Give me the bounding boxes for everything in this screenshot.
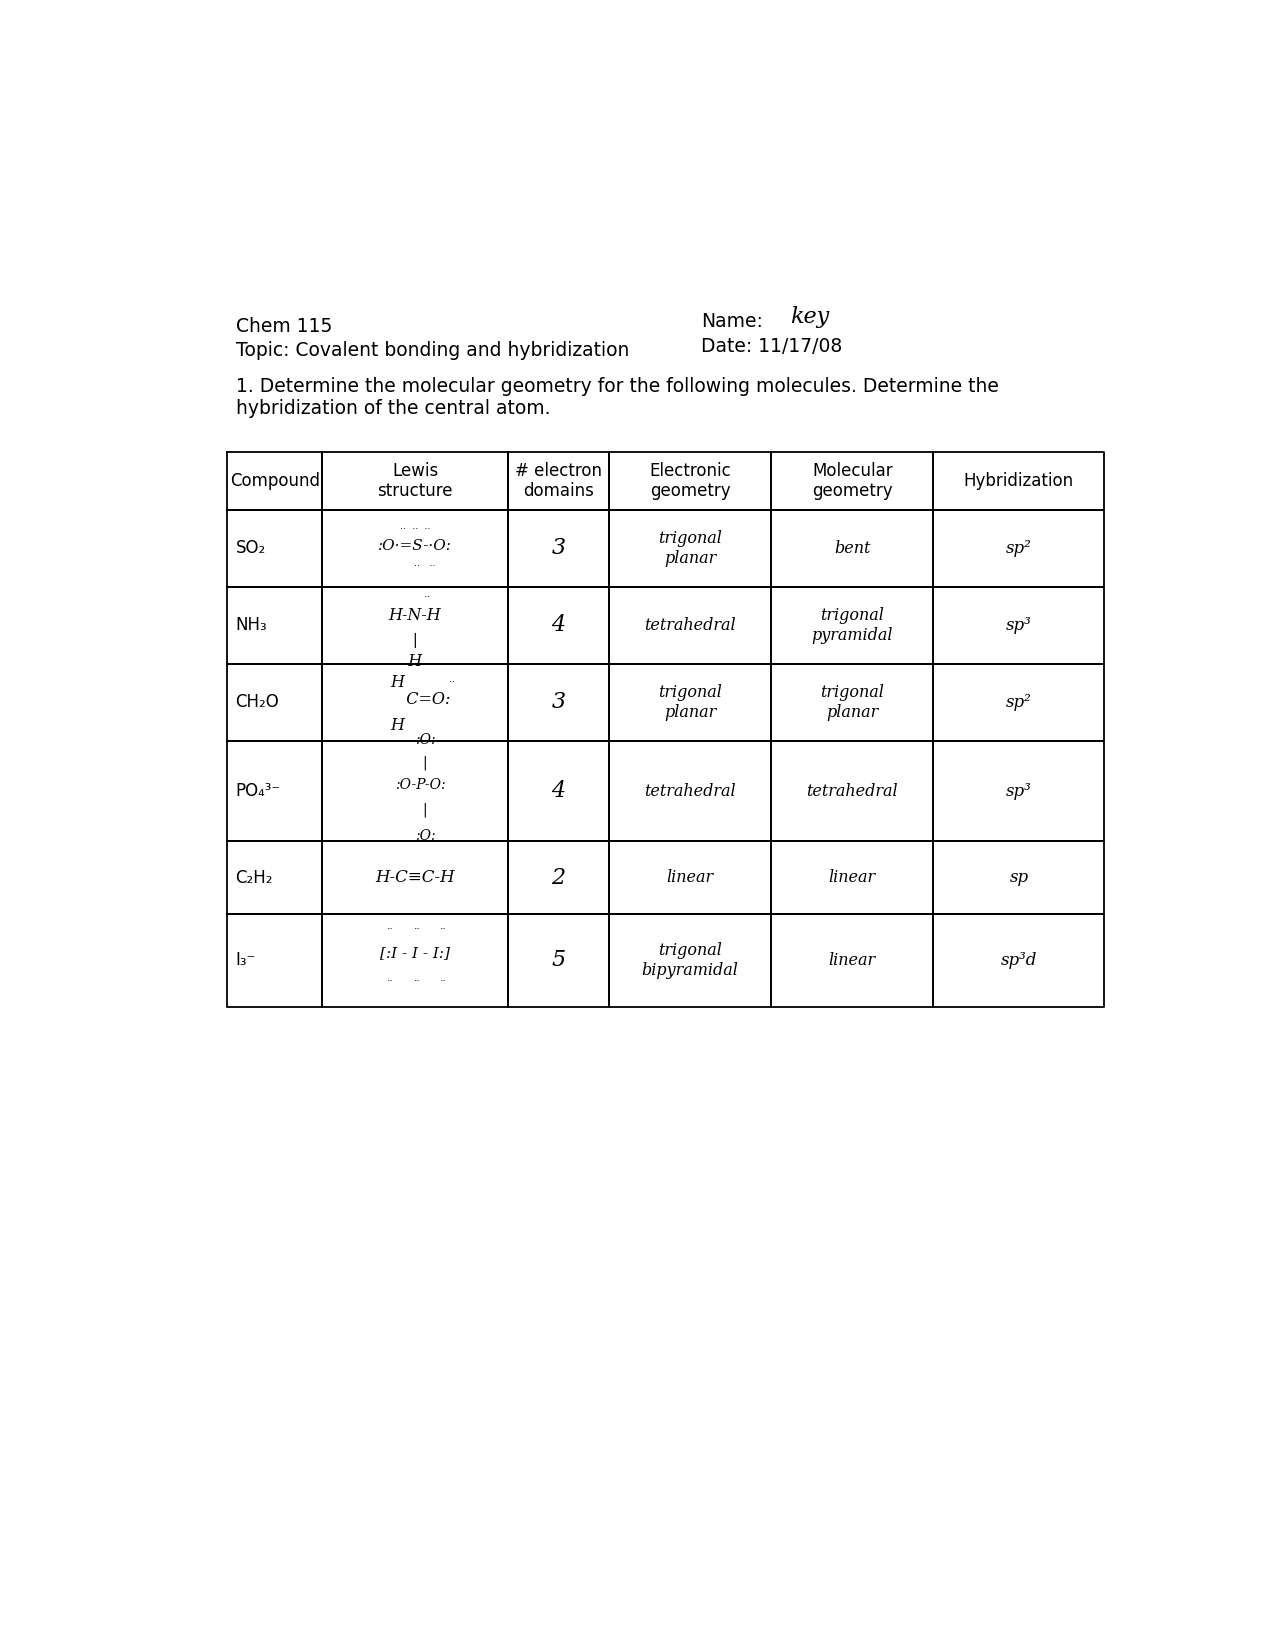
Text: ··: ·· — [449, 677, 457, 687]
Text: ··: ·· — [424, 593, 430, 603]
Text: sp³d: sp³d — [1001, 953, 1037, 969]
Text: ··: ·· — [413, 923, 420, 933]
Text: Chem 115: Chem 115 — [237, 317, 333, 337]
Text: Hybridization: Hybridization — [964, 472, 1074, 490]
Text: Date: 11/17/08: Date: 11/17/08 — [700, 337, 842, 355]
Text: sp²: sp² — [1006, 540, 1032, 556]
Text: ··  ··  ··: ·· ·· ·· — [399, 525, 430, 535]
Text: ··: ·· — [439, 976, 447, 986]
Text: linear: linear — [828, 953, 876, 969]
Text: H: H — [390, 674, 404, 690]
Text: trigonal
bipyramidal: trigonal bipyramidal — [641, 943, 739, 979]
Text: trigonal
planar: trigonal planar — [820, 684, 884, 721]
Text: PO₄³⁻: PO₄³⁻ — [236, 783, 280, 801]
Text: |: | — [403, 634, 417, 649]
Text: 4: 4 — [552, 614, 566, 637]
Text: Lewis
structure: Lewis structure — [378, 462, 453, 500]
Text: Name:: Name: — [700, 312, 763, 332]
Text: H-C≡C-H: H-C≡C-H — [375, 868, 454, 887]
Text: ··: ·· — [387, 923, 394, 933]
Text: trigonal
planar: trigonal planar — [658, 684, 722, 721]
Text: ··: ·· — [413, 976, 420, 986]
Text: 4: 4 — [552, 779, 566, 802]
Text: 3: 3 — [552, 538, 566, 560]
Text: sp²: sp² — [1006, 693, 1032, 712]
Text: ··: ·· — [439, 923, 447, 933]
Text: 5: 5 — [552, 949, 566, 971]
Text: # electron
domains: # electron domains — [515, 462, 602, 500]
Text: H: H — [390, 717, 404, 733]
Text: Electronic
geometry: Electronic geometry — [649, 462, 731, 500]
Text: |: | — [422, 802, 428, 817]
Text: H: H — [398, 652, 422, 670]
Text: C=O:: C=O: — [396, 692, 451, 708]
Text: Compound: Compound — [230, 472, 320, 490]
Text: linear: linear — [667, 868, 713, 887]
Text: tetrahedral: tetrahedral — [806, 783, 899, 799]
Text: :O·=S-·O:: :O·=S-·O: — [378, 538, 452, 553]
Text: 3: 3 — [552, 692, 566, 713]
Text: ··   ··: ·· ·· — [415, 561, 435, 571]
Text: 1. Determine the molecular geometry for the following molecules. Determine the
h: 1. Determine the molecular geometry for … — [237, 376, 1000, 418]
Text: bent: bent — [835, 540, 870, 556]
Text: CH₂O: CH₂O — [236, 693, 279, 712]
Text: |: | — [422, 756, 428, 771]
Text: H-N-H: H-N-H — [389, 608, 442, 624]
Text: sp: sp — [1010, 868, 1028, 887]
Text: linear: linear — [828, 868, 876, 887]
Text: Topic: Covalent bonding and hybridization: Topic: Covalent bonding and hybridizatio… — [237, 340, 630, 360]
Text: sp³: sp³ — [1006, 783, 1032, 799]
Text: 2: 2 — [552, 867, 566, 888]
Text: SO₂: SO₂ — [236, 540, 266, 558]
Text: C₂H₂: C₂H₂ — [236, 868, 273, 887]
Text: trigonal
pyramidal: trigonal pyramidal — [812, 608, 893, 644]
Text: ··: ·· — [387, 976, 394, 986]
Text: tetrahedral: tetrahedral — [644, 617, 736, 634]
Text: sp³: sp³ — [1006, 617, 1032, 634]
Text: trigonal
planar: trigonal planar — [658, 530, 722, 566]
Text: NH₃: NH₃ — [236, 616, 268, 634]
Text: :O-P-O:: :O-P-O: — [394, 778, 445, 792]
Text: I₃⁻: I₃⁻ — [236, 951, 256, 969]
Text: key: key — [790, 305, 829, 329]
Text: tetrahedral: tetrahedral — [644, 783, 736, 799]
Text: :O:: :O: — [415, 733, 435, 748]
Text: Molecular
geometry: Molecular geometry — [812, 462, 892, 500]
Text: [:I - I - I:]: [:I - I - I:] — [380, 946, 451, 959]
Text: :O:: :O: — [415, 829, 435, 842]
